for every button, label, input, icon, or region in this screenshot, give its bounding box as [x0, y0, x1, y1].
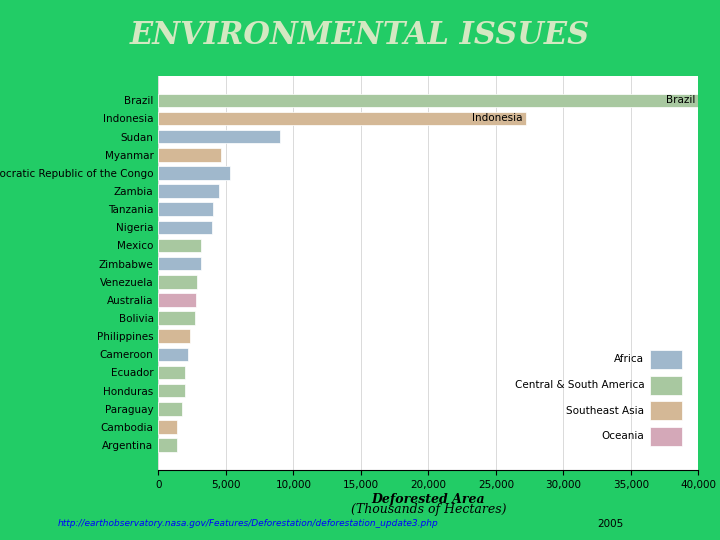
Text: ENVIRONMENTAL ISSUES: ENVIRONMENTAL ISSUES — [130, 19, 590, 51]
Text: Southeast Asia: Southeast Asia — [567, 406, 644, 416]
Bar — [158, 220, 212, 234]
Bar — [649, 427, 682, 446]
Bar — [158, 202, 213, 216]
Bar — [158, 311, 195, 325]
Bar — [158, 348, 188, 361]
Bar — [158, 420, 177, 434]
Bar — [158, 93, 698, 107]
Bar — [158, 402, 182, 416]
Bar — [649, 376, 682, 395]
Text: Africa: Africa — [614, 354, 644, 364]
Text: (Thousands of Hectares): (Thousands of Hectares) — [351, 503, 506, 516]
Bar — [158, 275, 197, 288]
Bar — [158, 148, 221, 161]
Bar — [158, 257, 201, 271]
Bar — [158, 329, 190, 343]
Bar — [649, 350, 682, 369]
Bar — [158, 112, 526, 125]
Text: 2005: 2005 — [598, 519, 624, 529]
Text: Oceania: Oceania — [602, 431, 644, 441]
Bar — [158, 293, 196, 307]
Text: Indonesia: Indonesia — [472, 113, 523, 124]
Text: Central & South America: Central & South America — [515, 380, 644, 390]
Bar — [158, 366, 185, 379]
Bar — [158, 130, 280, 144]
Bar — [158, 384, 185, 397]
Bar — [158, 438, 177, 452]
Bar — [649, 401, 682, 420]
Bar — [158, 184, 219, 198]
Text: http://earthobservatory.nasa.gov/Features/Deforestation/deforestation_update3.ph: http://earthobservatory.nasa.gov/Feature… — [58, 519, 438, 528]
Text: Deforested Area: Deforested Area — [372, 493, 485, 506]
Bar — [158, 239, 201, 252]
Bar — [158, 166, 230, 180]
Text: Brazil: Brazil — [666, 96, 696, 105]
